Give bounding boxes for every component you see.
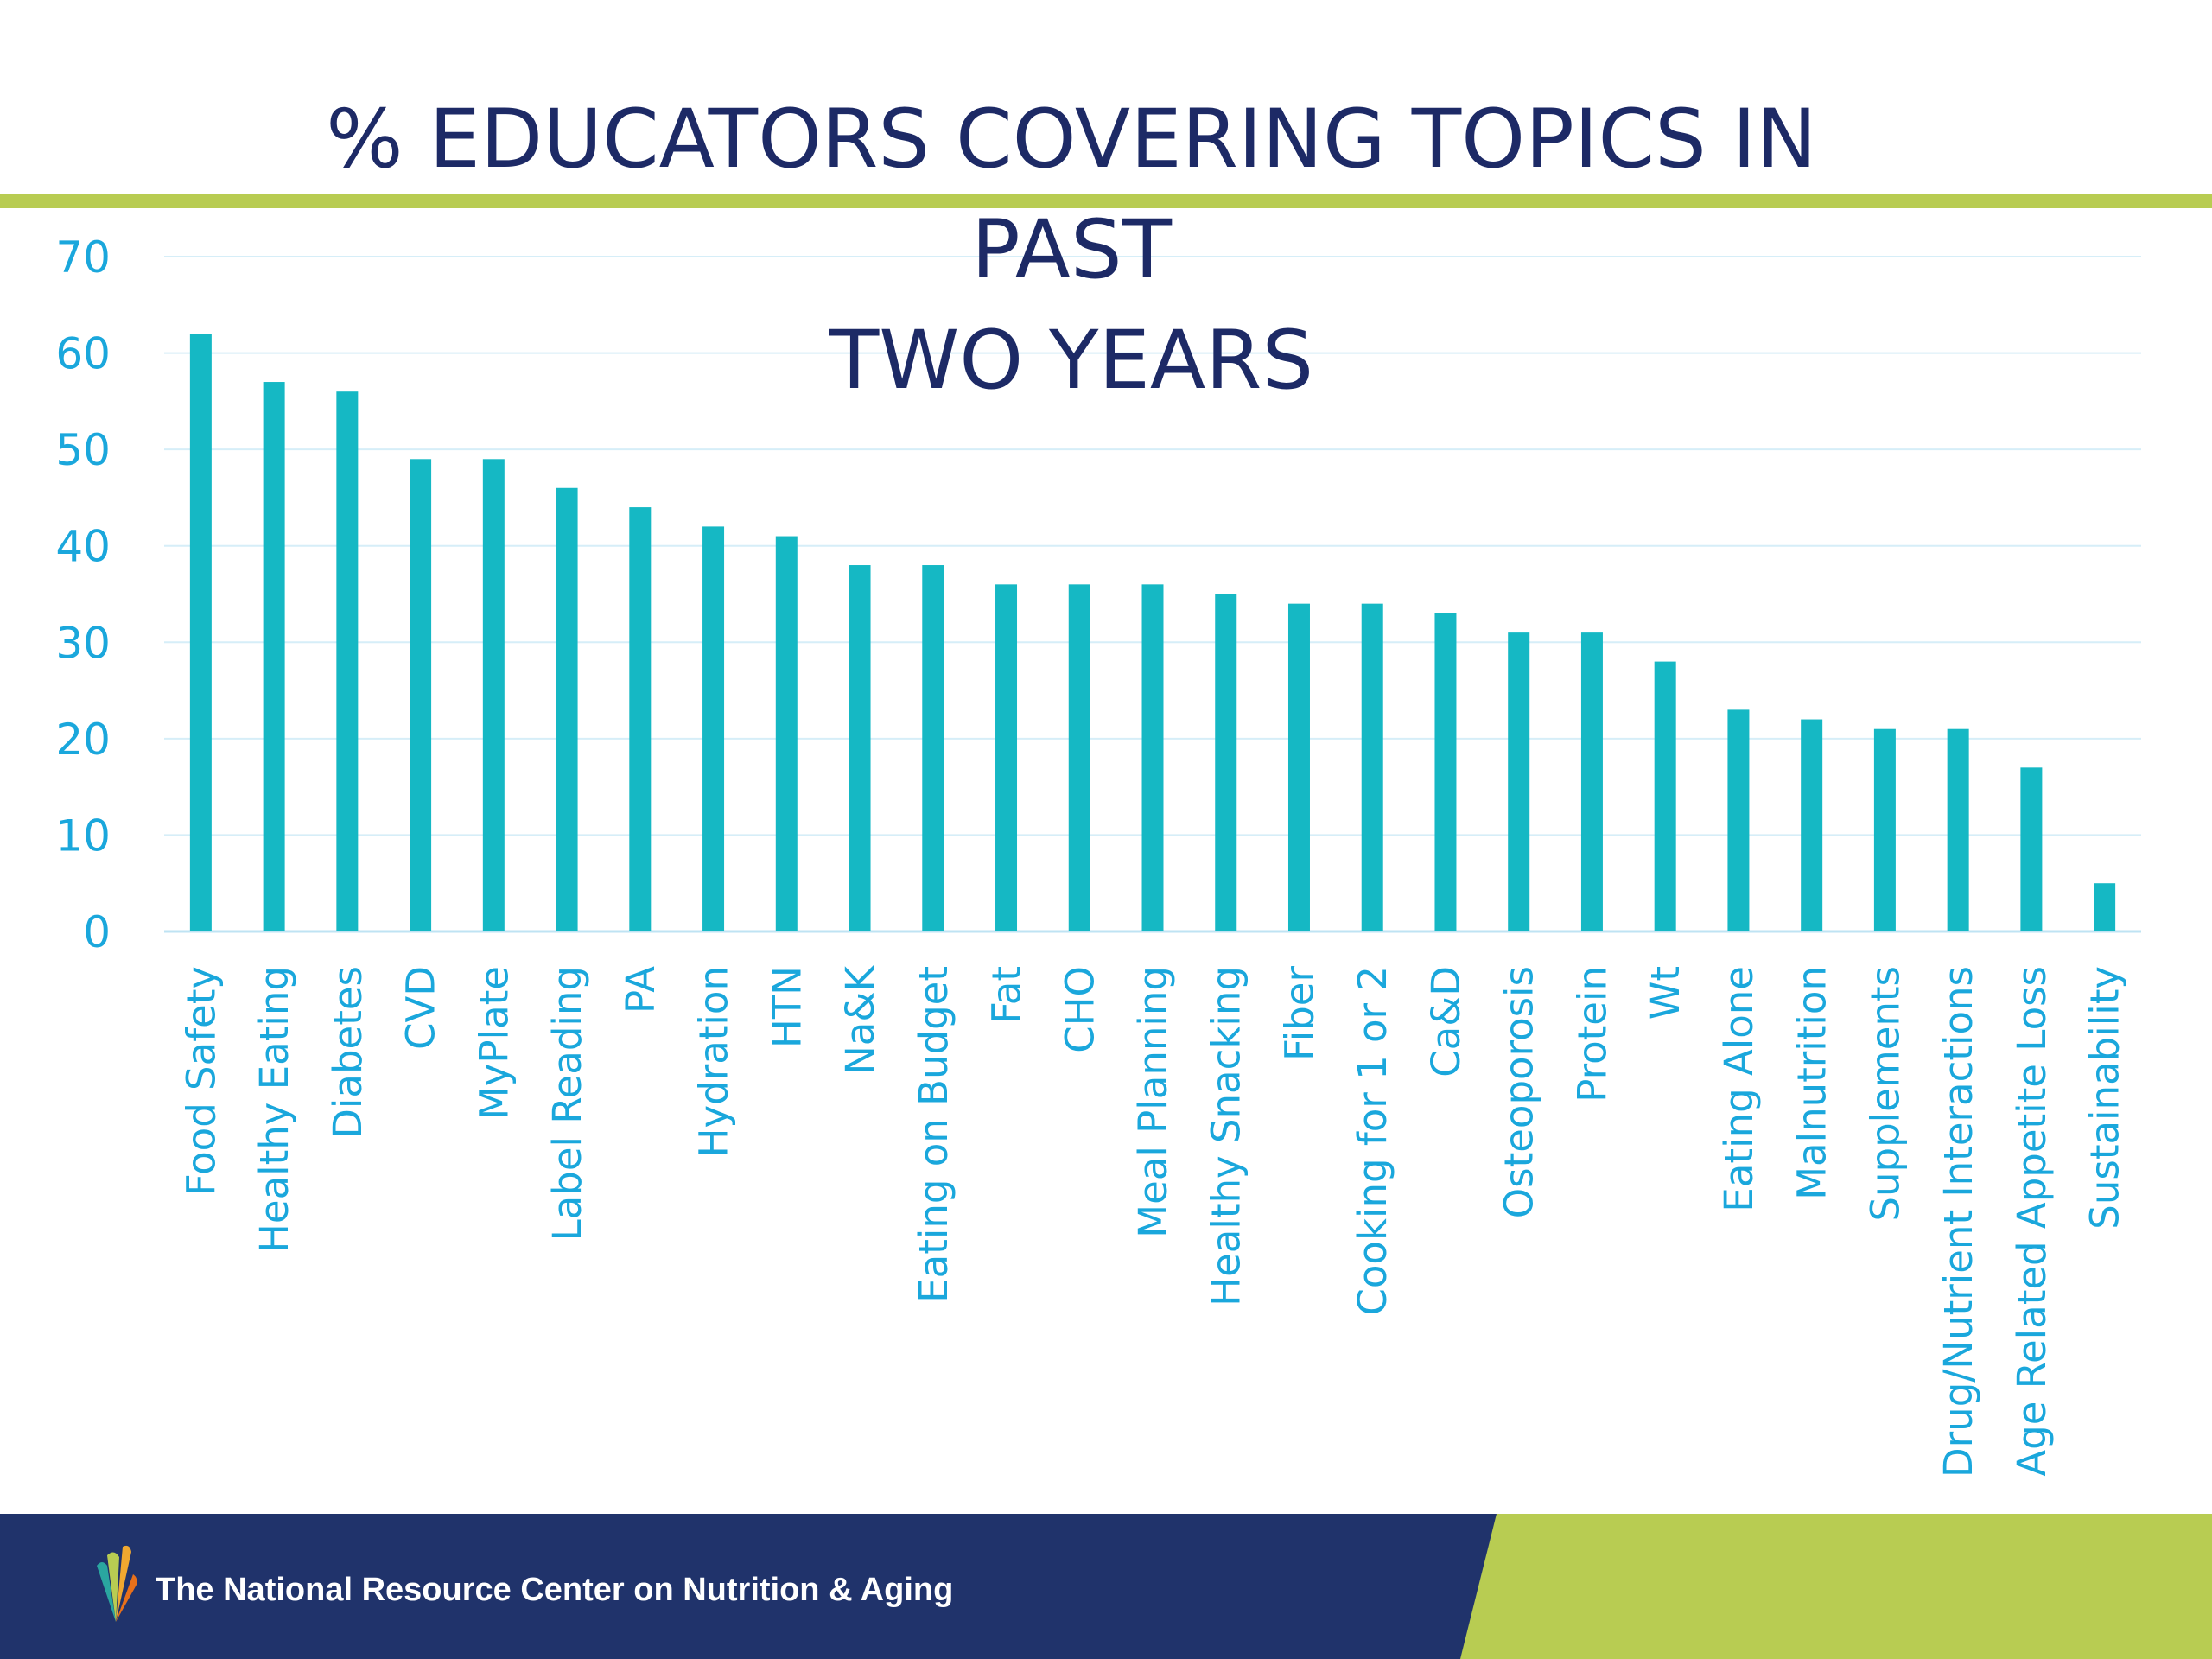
y-tick-label: 10 bbox=[55, 810, 111, 861]
bar bbox=[629, 507, 652, 931]
y-tick-label: 60 bbox=[55, 329, 111, 379]
x-tick-label: Label Reading bbox=[544, 966, 590, 1241]
bar bbox=[775, 536, 798, 931]
bar bbox=[2094, 883, 2116, 931]
bar bbox=[1508, 632, 1530, 931]
bar bbox=[1947, 728, 1969, 931]
bar bbox=[1068, 584, 1090, 931]
x-tick-label: Malnutrition bbox=[1789, 966, 1835, 1200]
y-tick-label: 40 bbox=[55, 522, 111, 572]
bar bbox=[1361, 603, 1383, 931]
bar bbox=[1580, 632, 1603, 931]
bar bbox=[995, 584, 1018, 931]
x-tick-label: Healthy Eating bbox=[251, 966, 297, 1253]
bar bbox=[1141, 584, 1164, 931]
x-tick-label: Drug/Nutrient Interactions bbox=[1936, 966, 1981, 1478]
bar bbox=[482, 459, 505, 931]
y-tick-label: 30 bbox=[55, 618, 111, 668]
title-accent-line bbox=[0, 194, 2212, 208]
bar bbox=[1654, 661, 1676, 931]
x-tick-label: Cooking for 1 or 2 bbox=[1350, 966, 1395, 1316]
y-tick-label: 0 bbox=[83, 907, 111, 957]
bar bbox=[410, 459, 432, 931]
bar bbox=[922, 565, 944, 931]
x-tick-label: HTN bbox=[764, 966, 810, 1048]
x-tick-label: MyPlate bbox=[471, 966, 517, 1120]
footer-navy-panel bbox=[0, 1514, 1497, 1659]
y-tick-label: 50 bbox=[55, 425, 111, 475]
bar bbox=[336, 391, 359, 931]
y-tick-label: 20 bbox=[55, 715, 111, 765]
x-tick-label: PA bbox=[618, 966, 664, 1014]
bar bbox=[1727, 709, 1750, 931]
bar bbox=[849, 565, 871, 931]
bar bbox=[189, 334, 212, 931]
x-tick-label: Na&K bbox=[837, 965, 883, 1075]
bar bbox=[1215, 594, 1237, 931]
x-tick-label: Healthy Snacking bbox=[1204, 966, 1249, 1306]
bars bbox=[189, 334, 2116, 931]
chart-title: % EDUCATORS COVERING TOPICS IN PAST TWO … bbox=[326, 92, 1817, 408]
x-tick-label: Fat bbox=[984, 966, 1030, 1024]
x-axis-ticks: Food Safety Healthy Eating Diabetes CVD MyPl… bbox=[178, 965, 2127, 1478]
x-tick-label: Fiber bbox=[1276, 966, 1322, 1061]
x-tick-label: Ca&D bbox=[1423, 966, 1469, 1077]
footer-background bbox=[0, 1514, 2212, 1659]
bar bbox=[263, 382, 285, 931]
bar bbox=[1801, 719, 1823, 931]
bar bbox=[2020, 767, 2043, 931]
bar bbox=[1287, 603, 1310, 931]
x-tick-label: Age Related Appetite Loss bbox=[2009, 966, 2055, 1477]
bar bbox=[556, 487, 578, 931]
x-tick-label: CHO bbox=[1057, 966, 1103, 1053]
x-tick-label: Eating on Budget bbox=[911, 966, 957, 1303]
x-tick-label: Osteoporosis bbox=[1497, 966, 1542, 1218]
x-tick-label: Supplements bbox=[1862, 966, 1908, 1222]
organization-name: The National Resource Center on Nutritio… bbox=[156, 1572, 954, 1608]
x-tick-label: Sustainability bbox=[2082, 966, 2128, 1230]
bar bbox=[1434, 613, 1457, 931]
y-tick-label: 70 bbox=[55, 232, 111, 283]
x-tick-label: Hydration bbox=[691, 966, 737, 1157]
footer-band bbox=[0, 1514, 2212, 1659]
x-tick-label: Protein bbox=[1569, 966, 1615, 1103]
y-axis-ticks: 0 10 20 30 40 50 60 70 bbox=[55, 232, 111, 957]
x-tick-label: Eating Alone bbox=[1716, 966, 1762, 1212]
bar bbox=[702, 526, 725, 931]
x-tick-label: CVD bbox=[398, 966, 444, 1050]
bar bbox=[1873, 728, 1896, 931]
x-tick-label: Wt bbox=[1643, 966, 1688, 1020]
leaf-fan-logo-icon bbox=[97, 1545, 137, 1622]
x-tick-label: Food Safety bbox=[178, 966, 224, 1196]
x-tick-label: Diabetes bbox=[325, 966, 371, 1139]
x-tick-label: Meal Planning bbox=[1130, 966, 1176, 1238]
